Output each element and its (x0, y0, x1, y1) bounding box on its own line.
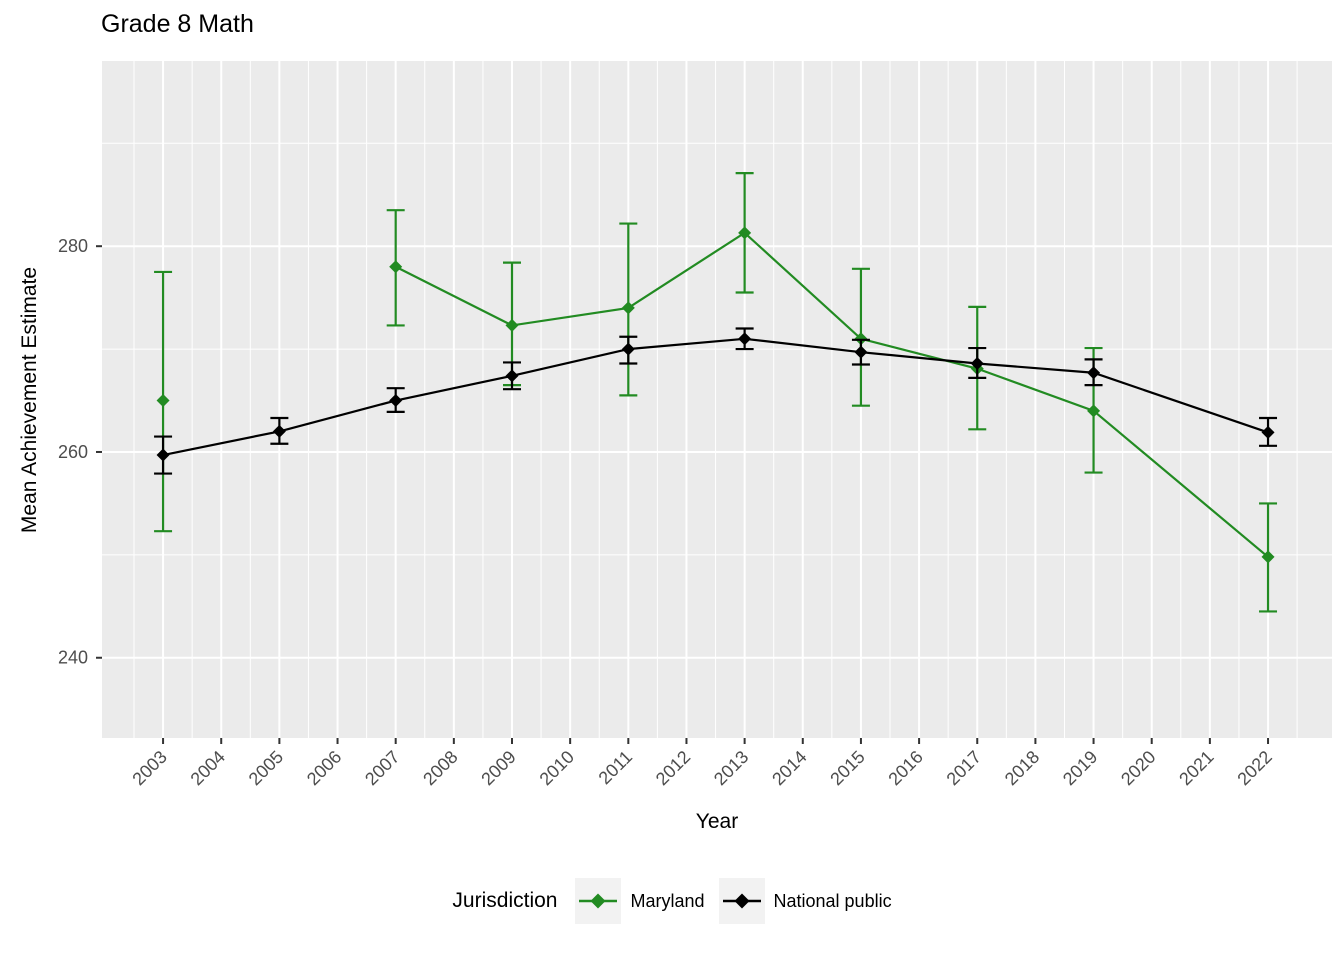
x-tick-label-2020: 2020 (1117, 747, 1159, 789)
data-point-national-public-2019 (1087, 366, 1101, 380)
y-axis-title: Mean Achievement Estimate (18, 266, 41, 534)
x-tick-label-2012: 2012 (652, 747, 694, 789)
x-tick-label-2018: 2018 (1001, 747, 1043, 789)
x-tick-label-2017: 2017 (943, 747, 985, 789)
data-point-national-public-2011 (621, 342, 635, 356)
x-tick-label-2007: 2007 (361, 747, 403, 789)
x-tick-label-2003: 2003 (128, 747, 170, 789)
chart-svg: 2003 2004 2005 2006 2007 2008 2009 2010 2011 2012… (58, 61, 1332, 789)
data-point-maryland-2007 (389, 260, 403, 274)
legend-label-national-public: National public (773, 890, 892, 911)
x-tick-label-2008: 2008 (419, 747, 461, 789)
data-point-national-public-2013 (738, 332, 752, 346)
y-tick-label-240: 240 (58, 648, 88, 668)
legend-title: Jurisdiction (452, 889, 558, 912)
data-point-national-public-2007 (389, 394, 403, 408)
data-point-maryland-2011 (621, 301, 635, 315)
y-tick-label-260: 260 (58, 442, 88, 462)
legend-key-national-public (718, 878, 765, 924)
x-tick-label-2004: 2004 (187, 747, 229, 789)
x-tick-label-2009: 2009 (477, 747, 519, 789)
legend-item-national-public: National public (718, 878, 892, 924)
x-tick-label-2022: 2022 (1233, 747, 1275, 789)
x-tick-label-2013: 2013 (710, 747, 752, 789)
data-point-national-public-2015 (854, 345, 868, 359)
x-axis-title: Year (695, 810, 739, 833)
maryland-key-glyph-icon (579, 893, 618, 909)
data-point-national-public-2003 (156, 448, 170, 462)
data-point-maryland-2013 (738, 226, 752, 240)
x-tick-label-2019: 2019 (1059, 747, 1101, 789)
legend: Jurisdiction Maryland National public (0, 878, 1344, 924)
x-tick-label-2011: 2011 (595, 747, 637, 789)
x-tick-label-2014: 2014 (768, 747, 810, 789)
series-line-maryland (395, 231, 1269, 558)
data-point-national-public-2022 (1261, 425, 1275, 439)
legend-key-maryland (575, 878, 622, 924)
x-tick-label-2015: 2015 (826, 747, 868, 789)
data-point-national-public-2005 (272, 424, 286, 438)
data-point-maryland-2003 (156, 394, 170, 408)
national-public-key-glyph-icon (722, 893, 761, 909)
x-tick-label-2010: 2010 (536, 747, 578, 789)
legend-label-maryland: Maryland (630, 890, 705, 911)
data-point-national-public-2009 (505, 369, 519, 383)
panel-background (102, 61, 1332, 738)
x-tick-label-2016: 2016 (884, 747, 926, 789)
x-tick-label-2021: 2021 (1175, 747, 1217, 789)
chart-title: Grade 8 Math (101, 10, 254, 38)
legend-item-maryland: Maryland (575, 878, 705, 924)
y-tick-label-280: 280 (58, 236, 88, 256)
data-point-maryland-2019 (1087, 404, 1101, 418)
series-line-national-public (162, 337, 1269, 457)
x-tick-label-2006: 2006 (303, 747, 345, 789)
x-tick-label-2005: 2005 (245, 747, 287, 789)
data-point-national-public-2017 (970, 356, 984, 370)
data-point-maryland-2009 (505, 318, 519, 332)
data-point-maryland-2022 (1261, 550, 1275, 564)
